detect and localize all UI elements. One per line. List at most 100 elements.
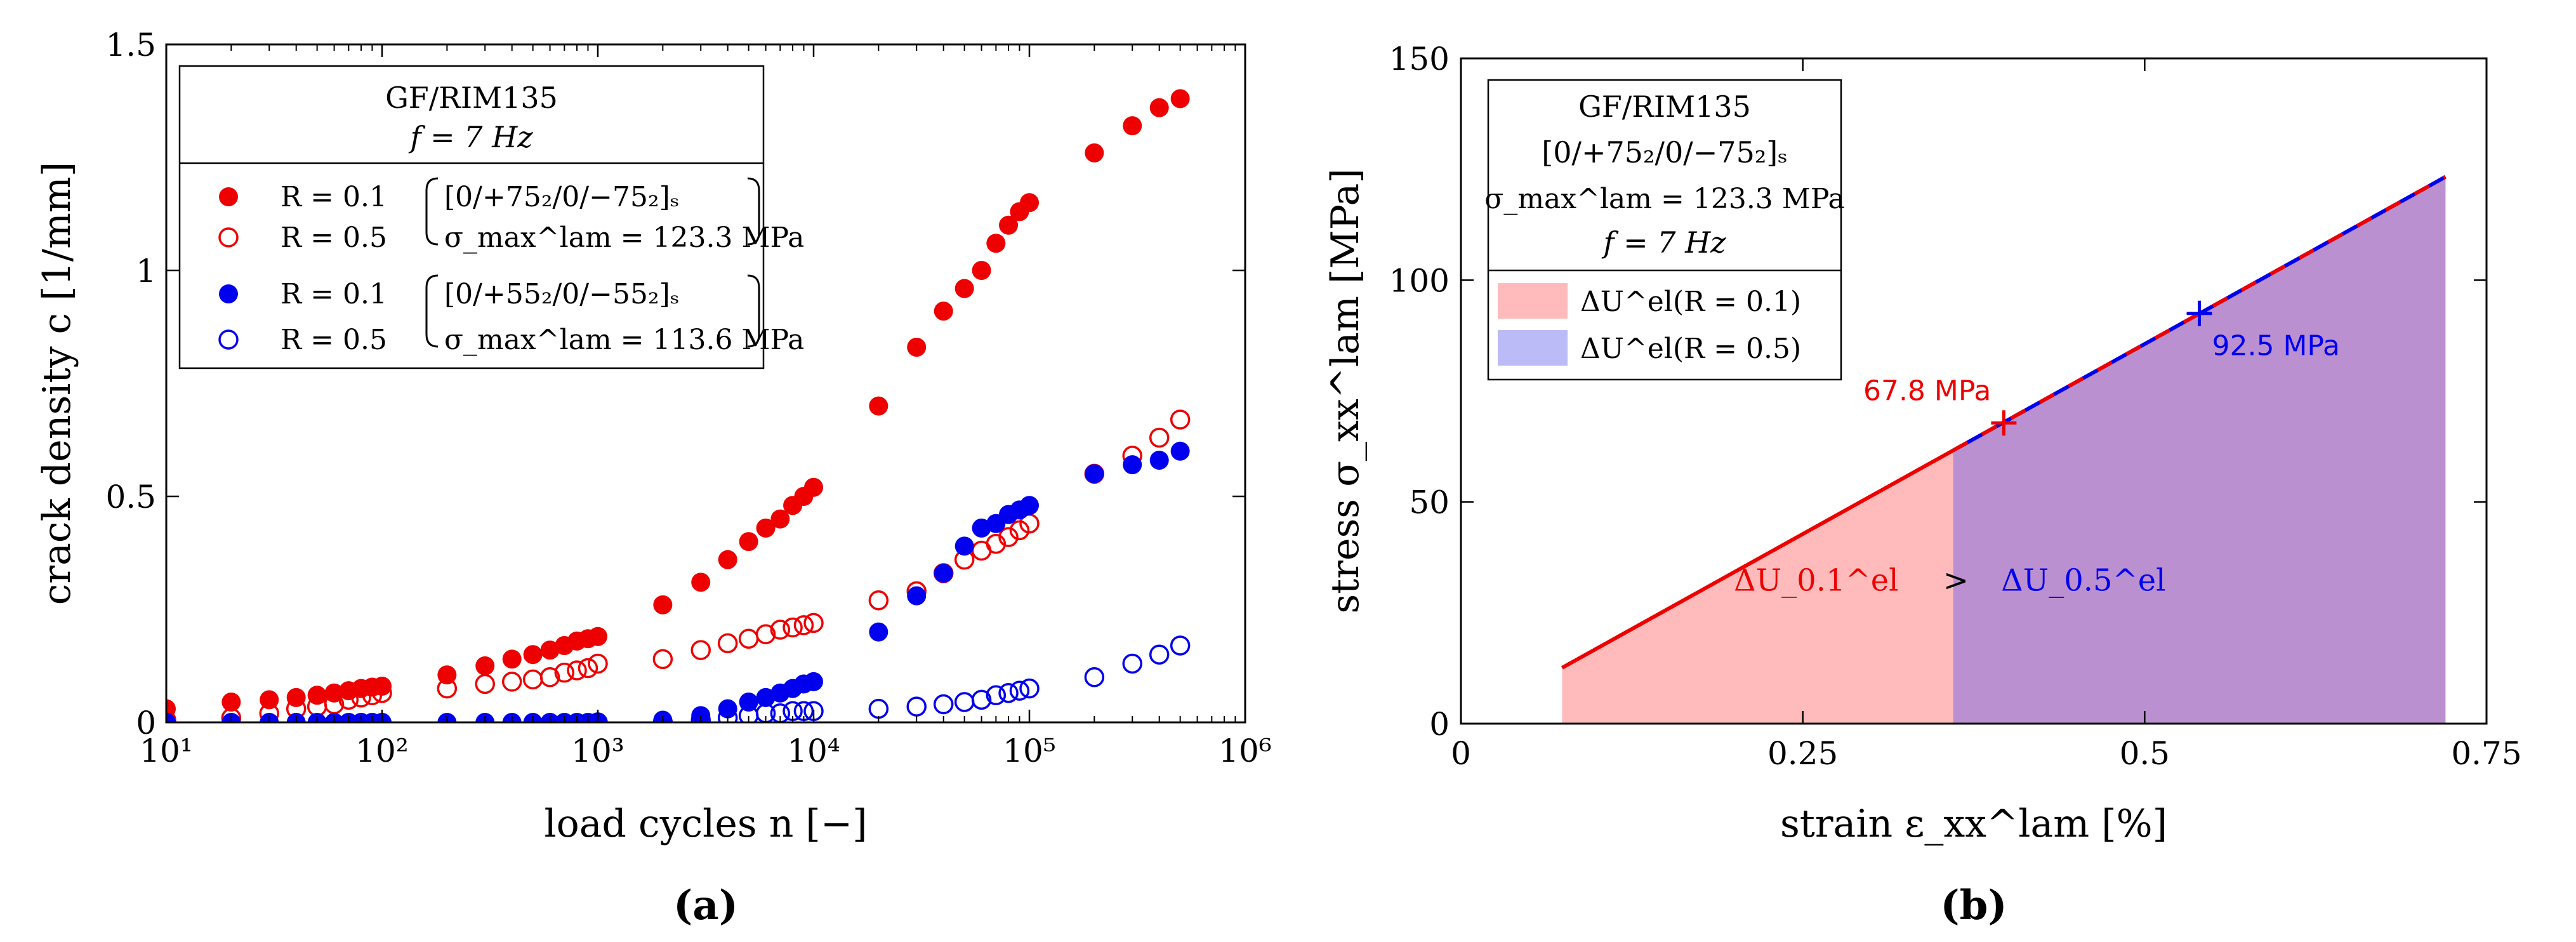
data-point <box>362 685 383 706</box>
data-point <box>372 682 392 703</box>
data-point <box>522 669 543 690</box>
data-point <box>554 662 575 683</box>
data-point <box>1149 644 1170 665</box>
legend-brace-bracket-c <box>425 274 439 348</box>
legend-marker-red-open <box>218 227 239 248</box>
data-point <box>738 628 759 649</box>
data-point <box>1149 98 1169 117</box>
data-point <box>437 678 458 699</box>
legend-entry-blue-filled: R = 0.1 [0/+55₂/0/−55₂]ₛ <box>219 278 680 310</box>
y-tick-label: 0 <box>1429 706 1450 743</box>
data-point <box>166 713 176 722</box>
data-point <box>783 617 803 638</box>
area-r05 <box>1953 176 2446 724</box>
annotation-du-05: ΔU_0.5^el <box>2001 562 2165 598</box>
data-point <box>972 261 991 280</box>
data-point <box>1170 409 1191 430</box>
legend-entry-red-open: R = 0.5 σ_max^lam = 123.3 MPa <box>218 222 804 254</box>
legend-brace-bracket-b <box>747 177 760 246</box>
data-point <box>934 564 953 583</box>
panel-a-xlabel: load cycles n [−] <box>544 802 867 846</box>
legend-entry-blue-open: R = 0.5 σ_max^lam = 113.6 MPa <box>218 324 804 356</box>
data-point <box>475 673 495 694</box>
data-point <box>803 613 824 634</box>
legend-box-b <box>1487 79 1842 381</box>
legend-brace-layup-55: [0/+55₂/0/−55₂]ₛ <box>444 278 680 310</box>
data-point <box>1020 193 1039 213</box>
data-point <box>567 660 587 680</box>
legend-entry-red-filled: R = 0.1 [0/+75₂/0/−75₂]ₛ <box>219 181 680 213</box>
data-point <box>986 234 1006 253</box>
data-point <box>868 698 889 719</box>
panel-a-legend: GF/RIM135 f = 7 Hz R = 0.1 [0/+75₂/0/−75… <box>178 65 804 369</box>
x-tick-label: 0 <box>1451 735 1471 772</box>
data-point <box>954 536 974 556</box>
data-point <box>1123 116 1142 136</box>
data-point <box>338 689 359 710</box>
panel-b-axes-frame <box>1460 57 2488 725</box>
y-tick-label: 0 <box>136 705 156 741</box>
data-point <box>1170 635 1191 656</box>
data-point <box>770 509 790 529</box>
annotation-greater-than: > <box>1943 562 1969 598</box>
legend-box <box>178 65 765 369</box>
data-point <box>868 590 889 611</box>
legend-b-header-layup: [0/+75₂/0/−75₂]ₛ <box>1542 135 1787 169</box>
legend-brace-bracket-d <box>747 274 760 348</box>
panel-a-ticks: 10¹ 10² 10³ 10⁴ 10⁵ 10⁶ 0 0.5 1 1.5 <box>105 27 1271 769</box>
min-stress-label: 67.8 MPa <box>1863 375 1991 407</box>
y-tick-label: 0.5 <box>105 479 156 515</box>
data-point <box>373 677 392 696</box>
panel-b-ylabel: stress σ_xx^lam [MPa] <box>1323 168 1368 613</box>
legend-header-frequency: f = 7 Hz <box>408 120 533 154</box>
x-tick-label: 10² <box>355 733 409 769</box>
x-tick-label: 0.75 <box>2451 735 2521 772</box>
x-tick-label: 10⁶ <box>1219 733 1272 769</box>
data-point <box>717 633 738 654</box>
data-point <box>690 640 711 660</box>
data-point <box>1170 89 1190 109</box>
legend-label-r01-55: R = 0.1 <box>281 278 387 310</box>
series-1 <box>166 409 1191 722</box>
data-point <box>475 656 495 675</box>
data-point <box>756 687 776 707</box>
panel-b-label: (b) <box>1940 882 2007 929</box>
data-point <box>1170 441 1190 461</box>
y-tick-label: 1.5 <box>105 27 156 63</box>
data-point <box>869 396 888 416</box>
legend-b-label-r01: ΔU^el(R = 0.1) <box>1580 286 1801 318</box>
data-point <box>998 527 1019 547</box>
data-point <box>1149 451 1169 470</box>
data-point <box>971 689 992 710</box>
x-tick-label: 10⁵ <box>1003 733 1056 769</box>
panel-b-xlabel: strain ε_xx^lam [%] <box>1780 802 2167 846</box>
x-tick-label: 0.25 <box>1767 735 1838 772</box>
data-point <box>501 672 522 692</box>
data-point <box>588 627 607 646</box>
legend-b-swatch-r01 <box>1498 283 1568 319</box>
data-point <box>906 696 927 717</box>
legend-b-label-r05: ΔU^el(R = 0.5) <box>1580 333 1801 365</box>
panel-b: 67.8 MPa 92.5 MPa ΔU_0.1^el > ΔU_0.5^el 0 0.2… <box>1323 41 2522 929</box>
data-point <box>793 615 814 635</box>
stress-strain-line-r01 <box>1561 448 1955 670</box>
data-point <box>998 682 1019 703</box>
panel-a: 10¹ 10² 10³ 10⁴ 10⁵ 10⁶ 0 0.5 1 1.5 GF/RIM135 f =… <box>35 27 1272 929</box>
data-point <box>691 573 711 592</box>
legend-label-r05-55: R = 0.5 <box>281 324 387 356</box>
data-point <box>690 710 711 722</box>
legend-brace-layup-75: [0/+75₂/0/−75₂]ₛ <box>444 181 680 213</box>
legend-brace-stress-123: σ_max^lam = 123.3 MPa <box>444 222 804 254</box>
stress-strain-line-dashed <box>1952 175 2447 453</box>
panel-b-marks: 67.8 MPa 92.5 MPa ΔU_0.1^el > ΔU_0.5^el <box>1561 175 2447 724</box>
legend-b-swatch-r05 <box>1498 330 1568 366</box>
data-point <box>1084 667 1105 687</box>
data-point <box>221 708 242 722</box>
data-point <box>869 622 888 642</box>
legend-b-header-stress: σ_max^lam = 123.3 MPa <box>1484 183 1844 215</box>
x-tick-label: 10¹ <box>140 733 193 769</box>
data-point <box>756 518 776 538</box>
data-point <box>221 692 241 712</box>
data-point <box>717 708 738 722</box>
legend-label-r05-75: R = 0.5 <box>281 222 387 254</box>
